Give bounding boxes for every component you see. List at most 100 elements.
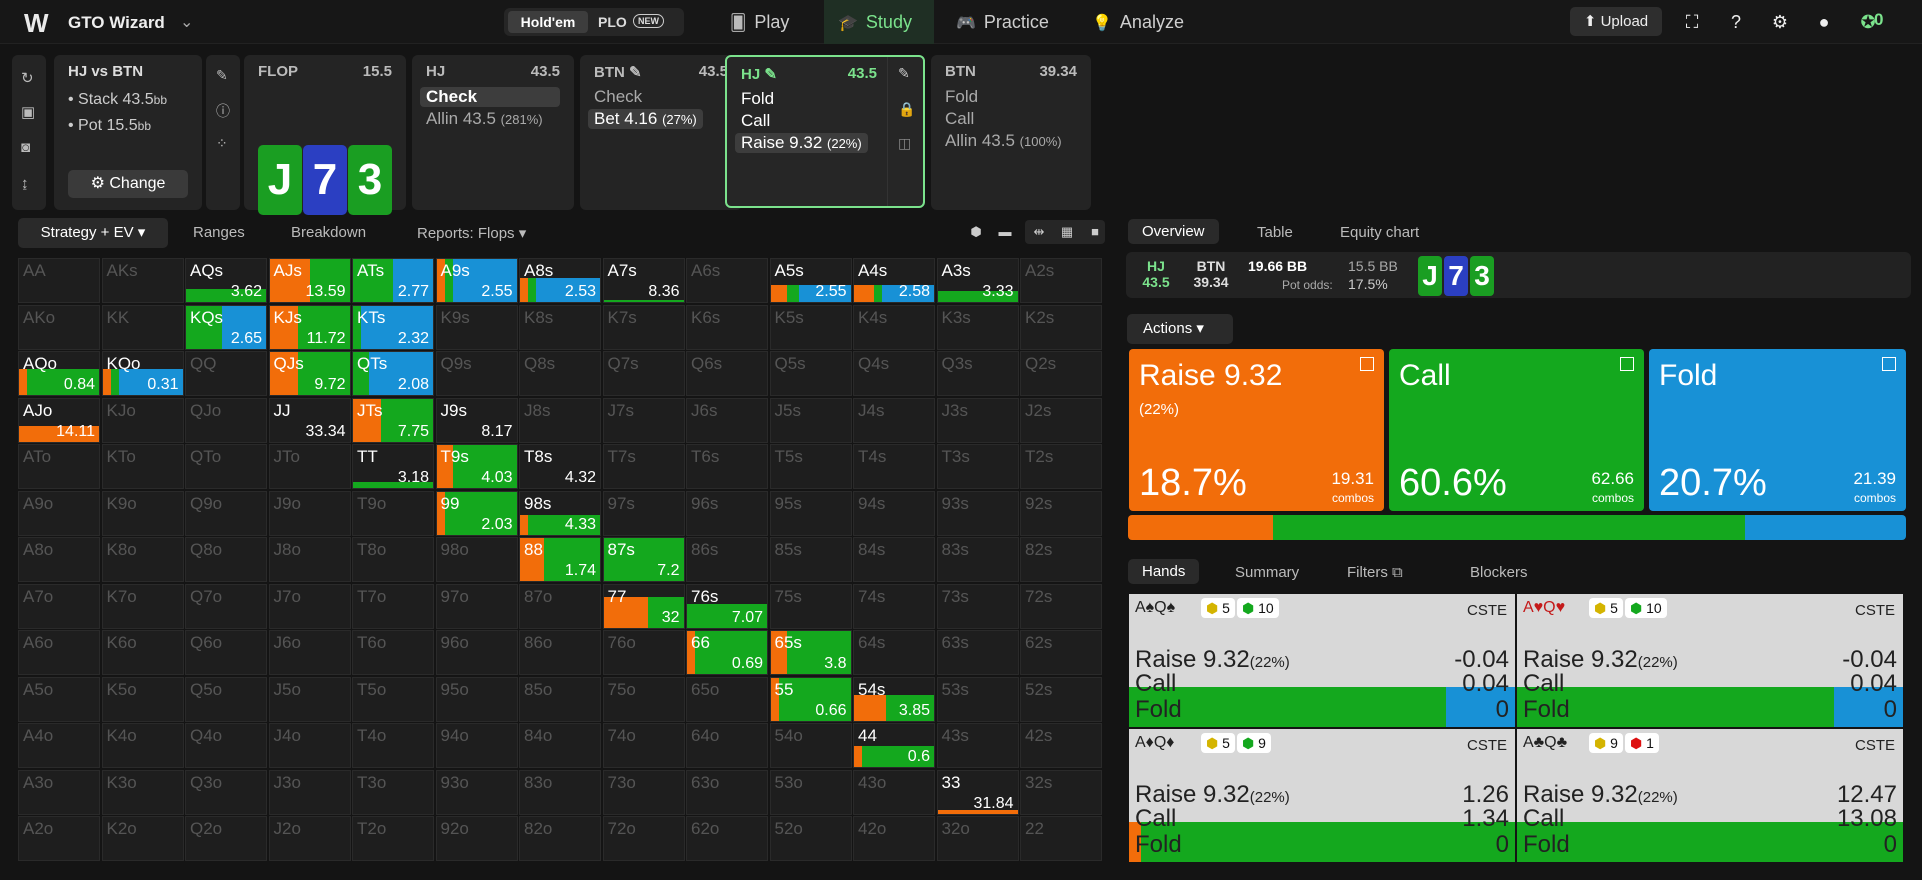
hand-cell[interactable]: J9o: [268, 490, 351, 536]
hand-cell[interactable]: 65s 3.8: [769, 630, 852, 675]
cube-icon[interactable]: ⬢: [970, 224, 982, 239]
hand-cell[interactable]: T6s: [686, 444, 768, 489]
hand-cell[interactable]: 83o: [519, 769, 601, 815]
hand-cell[interactable]: Q3o: [185, 769, 267, 815]
hand-cell[interactable]: K2s: [1020, 304, 1102, 350]
hand-cell[interactable]: AQo 0.84: [18, 351, 100, 396]
hand-cell[interactable]: JTo: [268, 444, 351, 489]
upload-button[interactable]: ⬆ Upload: [1570, 7, 1662, 36]
hand-cell[interactable]: A6o: [18, 630, 100, 675]
hand-cell[interactable]: Q7s: [602, 351, 685, 396]
hand-cell[interactable]: 97o: [435, 583, 518, 629]
hand-cell[interactable]: Q8o: [185, 537, 267, 582]
hand-cell[interactable]: A7o: [18, 583, 100, 629]
tab-table[interactable]: Table: [1257, 224, 1293, 241]
collapse-icon[interactable]: ↨: [21, 175, 29, 192]
hand-cell[interactable]: 74o: [602, 723, 685, 768]
hand-cell[interactable]: 82o: [519, 816, 601, 861]
tab-equity-chart[interactable]: Equity chart: [1340, 224, 1420, 241]
hand-cell[interactable]: 98o: [435, 537, 518, 582]
info-icon[interactable]: ⓘ: [216, 103, 230, 119]
hand-cell[interactable]: A2s: [1020, 258, 1102, 303]
nav-practice[interactable]: 🎮 Practice: [952, 0, 1092, 44]
hj-current-card[interactable]: HJ ✎ 43.5 Fold Call Raise 9.32 (22%) ✎ 🔒…: [725, 55, 925, 208]
reset-icon[interactable]: ↻: [21, 70, 34, 87]
hand-cell[interactable]: K8s: [519, 304, 601, 350]
hand-cell[interactable]: T4s: [853, 444, 935, 489]
hand-cell[interactable]: 33 31.84: [936, 769, 1019, 815]
hand-cell[interactable]: 62s: [1020, 630, 1102, 675]
nav-play[interactable]: 🂠 Play: [720, 0, 830, 44]
hand-cell[interactable]: 74s: [853, 583, 935, 629]
hand-combo-card[interactable]: A♣Q♣ ⬢ 9 ⬢ 1 CSTE Raise 9.32(22%) 12.47 Call 13…: [1517, 729, 1903, 862]
action-bet[interactable]: Bet 4.16 (27%): [588, 109, 703, 129]
hand-combo-card[interactable]: A♦Q♦ ⬢ 5 ⬢ 9 CSTE Raise 9.32(22%) 1.26 Call 1.3…: [1129, 729, 1515, 862]
tab-overview[interactable]: Overview: [1128, 219, 1219, 244]
action-box-fold[interactable]: Fold 20.7% 21.39 combos: [1649, 349, 1906, 511]
hand-cell[interactable]: 99 2.03: [435, 490, 518, 536]
hand-cell[interactable]: KQo 0.31: [101, 351, 184, 396]
action-fold[interactable]: Fold: [945, 87, 979, 106]
hand-cell[interactable]: T8s 4.32: [519, 444, 601, 489]
hand-cell[interactable]: KJo: [101, 397, 184, 443]
action-call[interactable]: Call: [741, 111, 771, 130]
hand-cell[interactable]: 85o: [519, 676, 601, 722]
hand-cell[interactable]: A2o: [18, 816, 100, 861]
hand-cell[interactable]: Q2o: [185, 816, 267, 861]
hand-cell[interactable]: 55 0.66: [769, 676, 852, 722]
hand-cell[interactable]: AKs: [101, 258, 184, 303]
hand-cell[interactable]: QTs 2.08: [352, 351, 434, 396]
hand-cell[interactable]: K3s: [936, 304, 1019, 350]
shrink-icon[interactable]: ⇹: [1033, 224, 1045, 239]
hand-cell[interactable]: 72s: [1020, 583, 1102, 629]
hand-cell[interactable]: QJo: [185, 397, 267, 443]
chevron-down-icon[interactable]: ⌄: [180, 14, 194, 31]
hand-cell[interactable]: 92s: [1020, 490, 1102, 536]
hand-cell[interactable]: 77 32: [602, 583, 685, 629]
hand-cell[interactable]: T7o: [352, 583, 434, 629]
wizard-icon[interactable]: ✪: [1860, 12, 1876, 32]
hand-cell[interactable]: Q9s: [435, 351, 518, 396]
hand-cell[interactable]: A3o: [18, 769, 100, 815]
tab-reports[interactable]: Reports: Flops ▾: [417, 225, 527, 242]
nav-study[interactable]: 🎓 Study: [824, 0, 934, 44]
hand-cell[interactable]: 75o: [602, 676, 685, 722]
hand-cell[interactable]: J7s: [602, 397, 685, 443]
doc-icon[interactable]: [1360, 357, 1374, 371]
hand-cell[interactable]: T5o: [352, 676, 434, 722]
hand-cell[interactable]: 88 1.74: [519, 537, 601, 582]
grid-icon[interactable]: ▦: [1060, 224, 1074, 239]
hand-cell[interactable]: KQs 2.65: [185, 304, 267, 350]
hand-cell[interactable]: J3s: [936, 397, 1019, 443]
hand-cell[interactable]: T4o: [352, 723, 434, 768]
hand-cell[interactable]: TT 3.18: [352, 444, 434, 489]
hand-cell[interactable]: 43o: [853, 769, 935, 815]
hand-cell[interactable]: A8s 2.53: [519, 258, 601, 303]
hand-cell[interactable]: Q3s: [936, 351, 1019, 396]
hand-combo-card[interactable]: A♠Q♠ ⬢ 5 ⬢ 10 CSTE Raise 9.32(22%) -0.04 Call 0…: [1129, 594, 1515, 727]
hand-cell[interactable]: 64o: [686, 723, 768, 768]
action-check[interactable]: Check: [420, 87, 560, 107]
hand-cell[interactable]: 84s: [853, 537, 935, 582]
hand-cell[interactable]: K9s: [435, 304, 518, 350]
hand-cell[interactable]: 53o: [769, 769, 852, 815]
hand-cell[interactable]: T5s: [769, 444, 852, 489]
hand-cell[interactable]: K3o: [101, 769, 184, 815]
hand-cell[interactable]: J4s: [853, 397, 935, 443]
hand-cell[interactable]: 52s: [1020, 676, 1102, 722]
hand-cell[interactable]: 76s 7.07: [686, 583, 768, 629]
hand-cell[interactable]: T9o: [352, 490, 434, 536]
save-icon[interactable]: ▣: [21, 104, 36, 121]
split-icon[interactable]: ▬: [998, 224, 1012, 239]
actions-dropdown[interactable]: Actions ▾: [1127, 314, 1233, 344]
hand-cell[interactable]: Q4o: [185, 723, 267, 768]
hand-cell[interactable]: JJ 33.34: [268, 397, 351, 443]
hand-cell[interactable]: AJo 14.11: [18, 397, 100, 443]
hand-cell[interactable]: T3o: [352, 769, 434, 815]
hand-cell[interactable]: 95o: [435, 676, 518, 722]
hand-cell[interactable]: 65o: [686, 676, 768, 722]
hand-cell[interactable]: Q4s: [853, 351, 935, 396]
hand-cell[interactable]: 66 0.69: [686, 630, 768, 675]
hand-cell[interactable]: K4s: [853, 304, 935, 350]
hand-cell[interactable]: Q6s: [686, 351, 768, 396]
